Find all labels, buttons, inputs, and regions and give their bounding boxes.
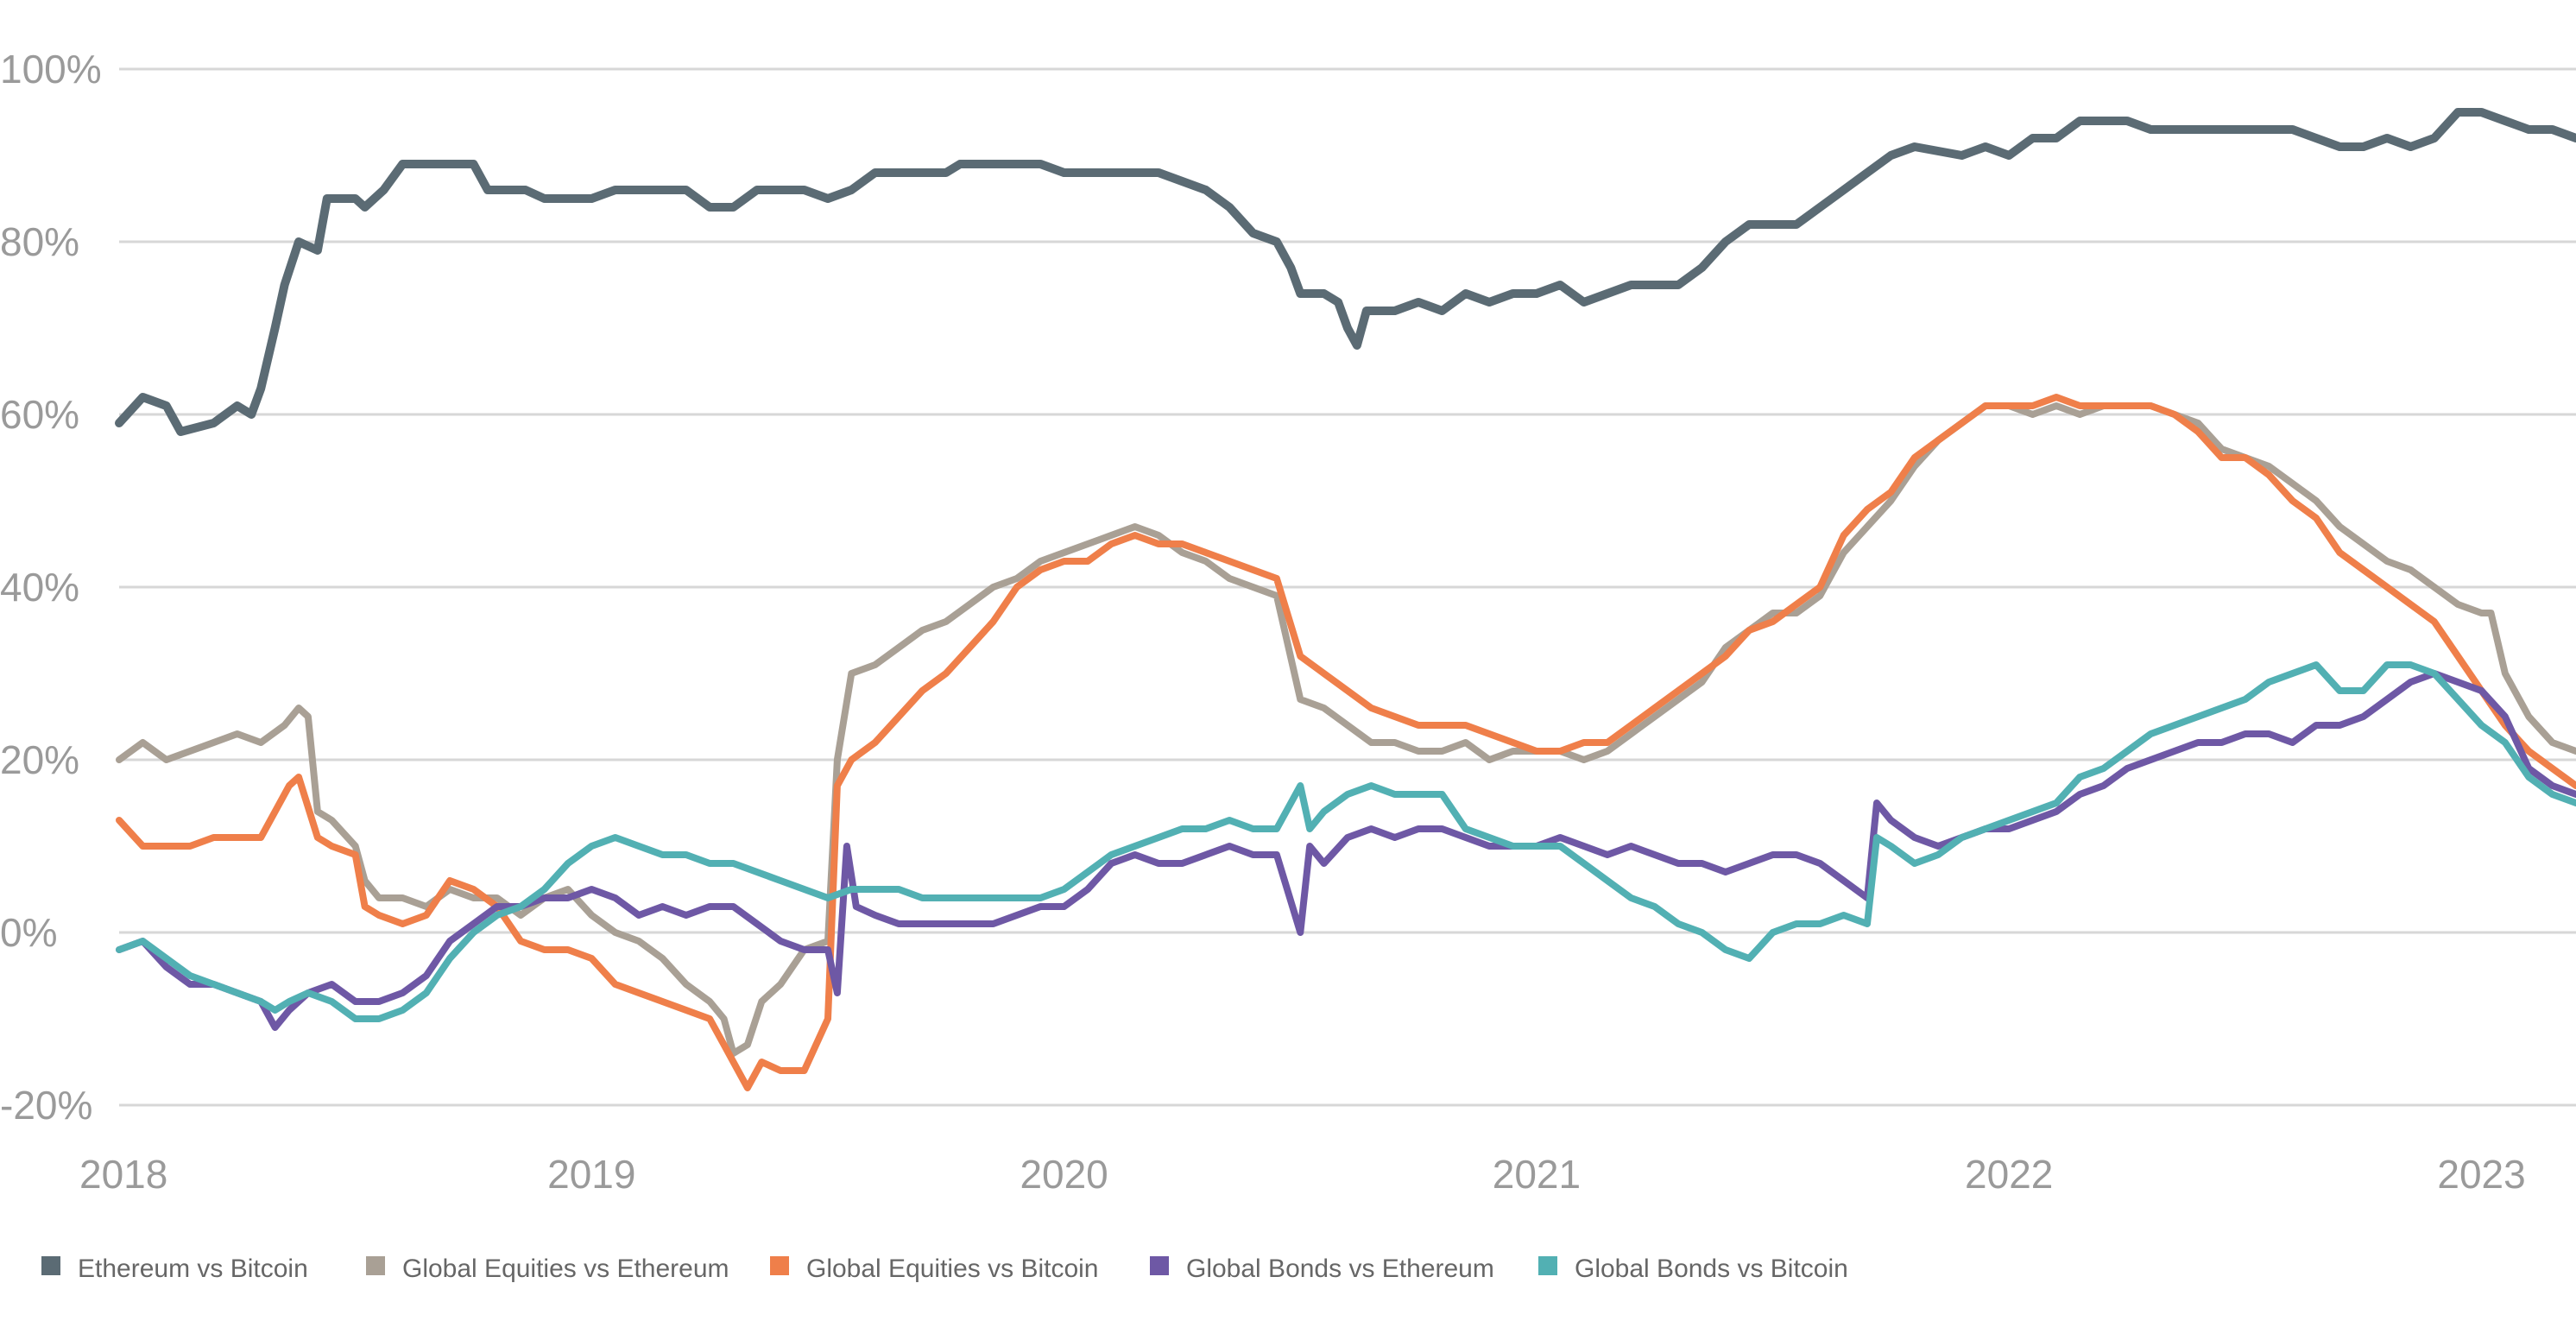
series-line-global-equities-vs-bitcoin xyxy=(116,394,2576,1091)
legend-label: Global Bonds vs Ethereum xyxy=(1186,1255,1494,1283)
legend: Ethereum vs Bitcoin Global Equities vs Et… xyxy=(41,1255,1848,1283)
legend-swatch xyxy=(1538,1256,1557,1275)
x-tick-label: 2021 xyxy=(1493,1152,1581,1197)
grid-lines xyxy=(119,67,2576,1107)
legend-swatch xyxy=(41,1256,60,1275)
y-tick-label: 20% xyxy=(0,737,79,782)
legend-swatch xyxy=(366,1256,385,1275)
series-line-global-bonds-vs-bitcoin xyxy=(116,661,2576,1022)
y-tick-label: 80% xyxy=(0,219,79,264)
legend-label: Global Equities vs Bitcoin xyxy=(806,1255,1099,1283)
series-line-ethereum-vs-bitcoin xyxy=(115,108,2576,436)
legend-item-global-bonds-vs-ethereum: Global Bonds vs Ethereum xyxy=(1150,1255,1494,1283)
x-tick-label: 2019 xyxy=(547,1152,635,1197)
legend-label: Global Bonds vs Bitcoin xyxy=(1575,1255,1848,1283)
series-lines xyxy=(115,108,2576,1091)
y-tick-label: 100% xyxy=(0,47,102,92)
legend-item-global-equities-vs-bitcoin: Global Equities vs Bitcoin xyxy=(770,1255,1099,1283)
legend-label: Global Equities vs Ethereum xyxy=(402,1255,729,1283)
x-tick-label: 2023 xyxy=(2437,1152,2525,1197)
y-axis-tick-labels: 100% 80% 60% 40% 20% 0% -20% xyxy=(0,47,102,1128)
legend-label: Ethereum vs Bitcoin xyxy=(78,1255,308,1283)
y-tick-label: 0% xyxy=(0,910,57,955)
x-tick-label: 2018 xyxy=(79,1152,167,1197)
x-tick-label: 2020 xyxy=(1020,1152,1108,1197)
legend-item-ethereum-vs-bitcoin: Ethereum vs Bitcoin xyxy=(41,1255,308,1283)
x-axis-tick-labels: 2018 2019 2020 2021 2022 2023 xyxy=(79,1152,2526,1197)
legend-item-global-bonds-vs-bitcoin: Global Bonds vs Bitcoin xyxy=(1538,1255,1848,1283)
legend-swatch xyxy=(770,1256,789,1275)
y-tick-label: 40% xyxy=(0,565,79,610)
y-tick-label: 60% xyxy=(0,392,79,437)
series-line-global-equities-vs-ethereum xyxy=(116,402,2576,1057)
x-tick-label: 2022 xyxy=(1965,1152,2053,1197)
legend-item-global-equities-vs-ethereum: Global Equities vs Ethereum xyxy=(366,1255,729,1283)
y-tick-label: -20% xyxy=(0,1083,92,1128)
legend-swatch xyxy=(1150,1256,1169,1275)
